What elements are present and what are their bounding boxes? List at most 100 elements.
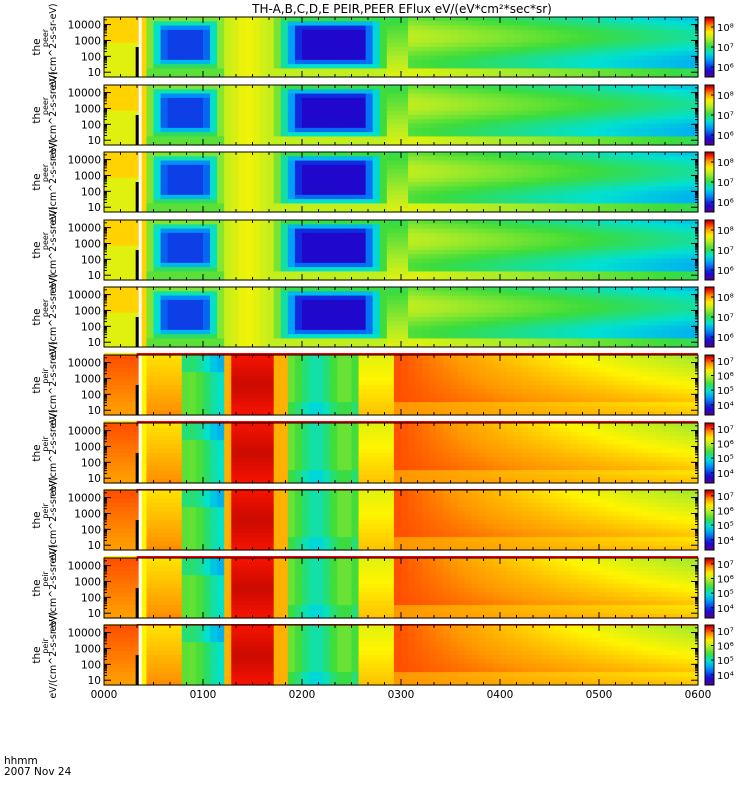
heatmap-cell <box>641 85 650 90</box>
heatmap-cell <box>224 169 232 175</box>
heatmap-cell <box>167 85 176 90</box>
heatmap-cell <box>330 42 338 48</box>
heatmap-cell <box>316 173 324 179</box>
heatmap-cell <box>280 169 289 175</box>
heatmap-cell <box>203 164 211 170</box>
heatmap-cell <box>492 160 501 166</box>
heatmap-cell <box>662 21 671 27</box>
heatmap-cell <box>422 241 430 247</box>
heatmap-cell <box>238 59 247 65</box>
heatmap-cell <box>556 89 565 95</box>
heatmap-cell <box>351 254 360 260</box>
heatmap-cell <box>153 173 162 179</box>
heatmap-cell <box>146 127 155 133</box>
heatmap-cell <box>351 51 360 57</box>
heatmap-cell <box>139 132 148 138</box>
heatmap-cell <box>330 160 338 166</box>
heatmap-cell <box>379 68 388 74</box>
heatmap-cell <box>620 186 628 192</box>
heatmap-cell <box>478 267 487 273</box>
heatmap-cell <box>330 85 338 90</box>
heatmap-cell <box>231 267 239 273</box>
heatmap-cell <box>676 85 685 90</box>
heatmap-cell <box>344 17 353 22</box>
heatmap-cell <box>627 190 635 196</box>
heatmap-cell <box>118 220 126 225</box>
heatmap-cell <box>365 194 374 200</box>
heatmap-cell <box>379 164 388 170</box>
heatmap-cell <box>104 25 112 31</box>
heatmap-cell <box>231 199 239 205</box>
heatmap-cell <box>436 237 445 243</box>
heatmap-cell <box>316 119 324 125</box>
heatmap-cell <box>351 38 360 44</box>
heatmap-cell <box>195 17 204 22</box>
heatmap-cell <box>188 25 197 31</box>
heatmap-cell <box>118 186 126 192</box>
heatmap-cell <box>655 59 664 65</box>
heatmap-cell <box>584 156 593 162</box>
heatmap-cell <box>577 34 586 40</box>
heatmap-cell <box>401 38 409 44</box>
heatmap-cell <box>358 115 367 120</box>
heatmap-cell <box>273 110 282 116</box>
heatmap-cell <box>443 115 452 120</box>
heatmap-cell <box>450 186 459 192</box>
heatmap-cell <box>217 127 225 133</box>
heatmap-cell <box>570 55 579 61</box>
heatmap-cell <box>662 182 671 187</box>
heatmap-cell <box>521 254 529 260</box>
heatmap-cell <box>111 241 119 247</box>
heatmap-cell <box>457 275 466 281</box>
heatmap-cell <box>648 102 657 108</box>
heatmap-cell <box>181 164 190 170</box>
heatmap-cell <box>146 25 155 31</box>
heatmap-cell <box>606 224 614 230</box>
heatmap-cell <box>302 271 310 277</box>
heatmap-cell <box>245 29 254 35</box>
heatmap-cell <box>450 262 459 268</box>
heatmap-cell <box>365 123 374 129</box>
heatmap-cell <box>287 38 296 44</box>
heatmap-cell <box>662 203 671 209</box>
heatmap-cell <box>118 106 126 112</box>
heatmap-cell <box>238 127 247 133</box>
heatmap-cell <box>266 190 275 196</box>
heatmap-cell <box>125 89 133 95</box>
heatmap-cell <box>634 25 643 31</box>
heatmap-cell <box>309 85 317 90</box>
heatmap-cell <box>330 190 338 196</box>
heatmap-cell <box>217 275 225 281</box>
heatmap-cell <box>570 85 579 90</box>
heatmap-cell <box>210 17 218 22</box>
heatmap-cell <box>429 123 437 129</box>
heatmap-cell <box>118 228 126 234</box>
heatmap-cell <box>528 132 536 138</box>
heatmap-cell <box>337 140 346 146</box>
heatmap-cell <box>443 152 452 157</box>
heatmap-cell <box>500 89 508 95</box>
heatmap-cell <box>287 207 296 213</box>
heatmap-cell <box>358 254 367 260</box>
heatmap-cell <box>450 21 459 27</box>
heatmap-cell <box>655 123 664 129</box>
heatmap-cell <box>217 224 225 230</box>
heatmap-cell <box>464 97 473 103</box>
heatmap-cell <box>188 237 197 243</box>
heatmap-cell <box>330 93 338 99</box>
heatmap-cell <box>181 254 190 260</box>
heatmap-cell <box>386 127 395 133</box>
heatmap-cell <box>514 115 522 120</box>
heatmap-cell <box>443 51 452 57</box>
heatmap-cell <box>450 160 459 166</box>
heatmap-cell <box>104 232 112 238</box>
heatmap-cell <box>365 160 374 166</box>
heatmap-cell <box>436 64 445 70</box>
heatmap-cell <box>591 42 600 48</box>
heatmap-cell <box>570 177 579 183</box>
heatmap-cell <box>401 72 409 78</box>
heatmap-cell <box>188 42 197 48</box>
heatmap-cell <box>401 102 409 108</box>
heatmap-cell <box>648 132 657 138</box>
heatmap-cell <box>132 93 140 99</box>
